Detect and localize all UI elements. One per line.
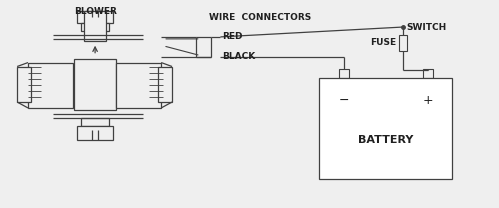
Bar bbox=[423, 69, 433, 78]
Bar bbox=[28, 63, 73, 108]
Bar bbox=[116, 63, 161, 108]
Bar bbox=[399, 35, 407, 51]
Text: RED: RED bbox=[223, 32, 243, 41]
Bar bbox=[77, 126, 113, 140]
Bar bbox=[81, 23, 109, 31]
Bar bbox=[17, 67, 31, 102]
Bar bbox=[319, 78, 452, 179]
Text: BLACK: BLACK bbox=[223, 52, 255, 61]
Text: FUSE: FUSE bbox=[370, 38, 396, 47]
Text: BATTERY: BATTERY bbox=[358, 135, 413, 145]
Bar bbox=[81, 118, 109, 126]
Bar bbox=[158, 67, 172, 102]
Text: +: + bbox=[422, 94, 433, 106]
Bar bbox=[84, 11, 106, 41]
Bar bbox=[77, 11, 113, 23]
Text: SWITCH: SWITCH bbox=[407, 22, 447, 32]
Text: −: − bbox=[338, 94, 349, 106]
Text: WIRE  CONNECTORS: WIRE CONNECTORS bbox=[209, 13, 311, 22]
Bar bbox=[74, 59, 116, 110]
Text: BLOWER: BLOWER bbox=[74, 7, 117, 16]
Bar bbox=[339, 69, 349, 78]
